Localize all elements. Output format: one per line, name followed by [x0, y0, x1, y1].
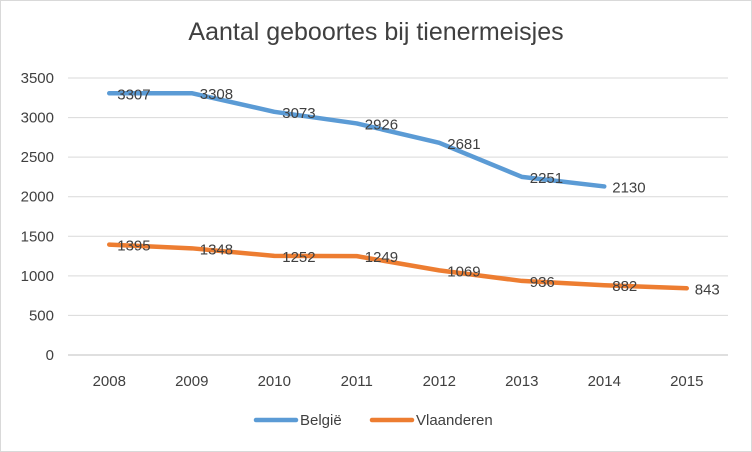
data-label: 936 — [530, 274, 555, 291]
data-label: 3073 — [282, 105, 315, 122]
chart-title: Aantal geboortes bij tienermeisjes — [188, 18, 564, 46]
y-tick-label: 0 — [46, 347, 54, 364]
x-tick-label: 2010 — [258, 373, 291, 390]
data-label: 843 — [695, 281, 720, 298]
legend-label: België — [300, 412, 342, 429]
x-tick-label: 2013 — [505, 373, 538, 390]
data-label: 2251 — [530, 170, 563, 187]
x-tick-label: 2011 — [341, 373, 373, 390]
data-label: 1069 — [447, 263, 480, 280]
data-label: 3307 — [117, 86, 150, 103]
x-tick-label: 2012 — [423, 373, 456, 390]
x-tick-label: 2014 — [588, 373, 621, 390]
data-label: 3308 — [200, 86, 233, 103]
data-label: 1249 — [365, 249, 398, 266]
x-tick-label: 2008 — [93, 373, 126, 390]
data-label: 882 — [612, 278, 637, 295]
y-tick-label: 2500 — [21, 149, 54, 166]
y-tick-label: 500 — [29, 307, 54, 324]
series-line-1 — [107, 242, 689, 291]
y-tick-label: 3000 — [21, 110, 54, 127]
y-tick-label: 2000 — [21, 189, 54, 206]
data-label: 2681 — [447, 136, 480, 153]
legend-label: Vlaanderen — [416, 412, 493, 429]
y-tick-label: 3500 — [21, 70, 54, 87]
y-tick-label: 1500 — [21, 228, 54, 245]
series-line-0 — [107, 90, 607, 189]
data-label: 2130 — [612, 179, 645, 196]
data-label: 2926 — [365, 116, 398, 133]
x-tick-label: 2015 — [670, 373, 703, 390]
data-label: 1395 — [117, 238, 150, 255]
y-tick-label: 1000 — [21, 268, 54, 285]
data-label: 1252 — [282, 249, 315, 266]
x-tick-label: 2009 — [175, 373, 208, 390]
data-label: 1348 — [200, 241, 233, 258]
